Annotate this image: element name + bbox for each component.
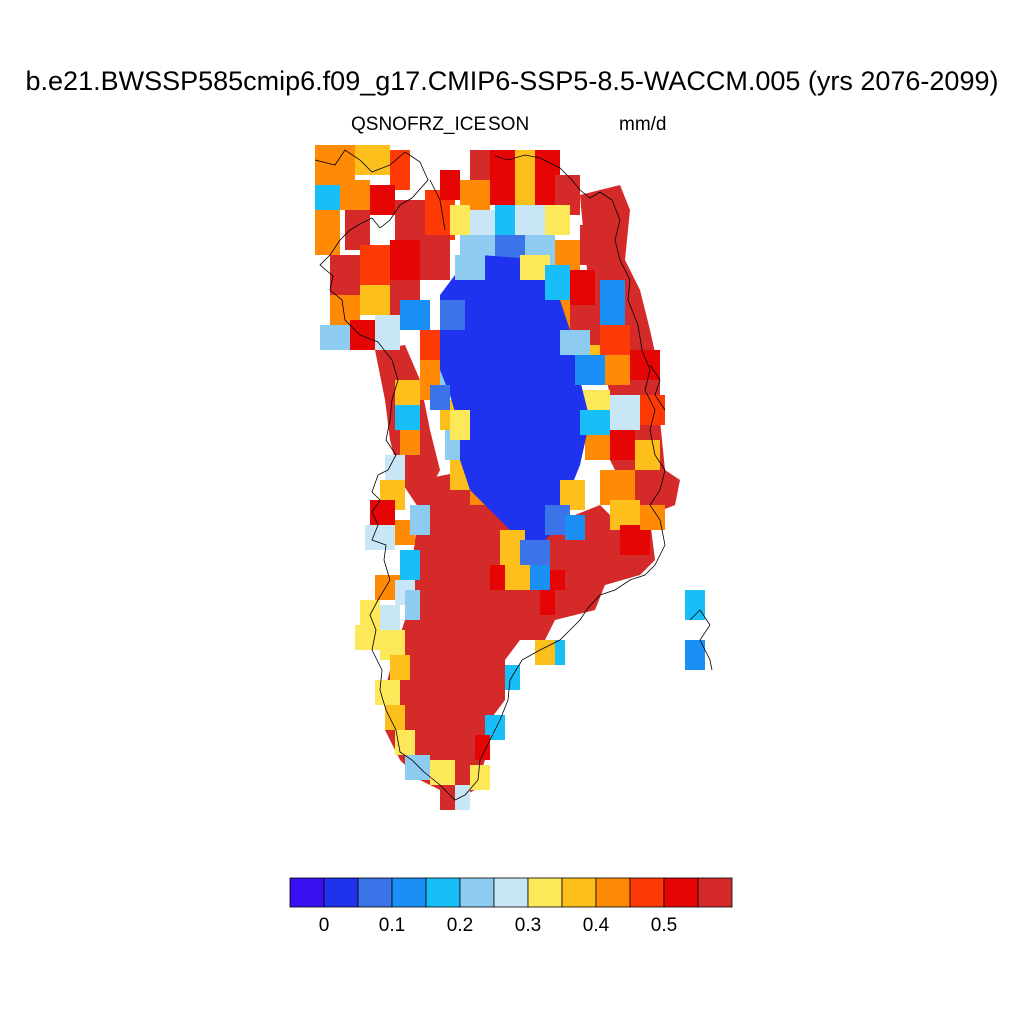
colorbar-tick-label: 0.1 <box>379 915 405 936</box>
colorbar-box <box>459 877 495 908</box>
colorbar-tick-label: 0.5 <box>651 915 677 936</box>
colorbar-box <box>391 877 427 908</box>
variable-label: QSNOFRZ_ICE <box>351 114 487 135</box>
colorbar-tick-label: 0 <box>319 915 330 936</box>
colorbar-box <box>357 877 393 908</box>
colorbar-ticks: 0 0.1 0.2 0.3 0.4 0.5 <box>319 915 678 936</box>
southwest-margin <box>355 505 565 810</box>
east-island <box>685 590 705 670</box>
colorbar-box <box>595 877 631 908</box>
colorbar-box <box>323 877 359 908</box>
colorbar-tick-label: 0.3 <box>515 915 541 936</box>
colorbar-boxes <box>289 877 733 908</box>
colorbar-box <box>629 877 665 908</box>
coastline <box>314 149 713 801</box>
interior-edge <box>430 255 610 590</box>
field-red-region <box>385 470 655 800</box>
plot-title: b.e21.BWSSP585cmip6.f09_g17.CMIP6-SSP5-8… <box>25 66 999 96</box>
colorbar-box <box>493 877 529 908</box>
map-field <box>315 145 705 810</box>
colorbar-box <box>527 877 563 908</box>
colorbar-box <box>561 877 597 908</box>
colorbar-box <box>663 877 699 908</box>
colorbar-tick-label: 0.2 <box>447 915 473 936</box>
field-blue-interior <box>440 255 590 540</box>
season-label: SON <box>488 114 530 135</box>
colorbar-box <box>289 877 325 908</box>
units-label: mm/d <box>619 114 667 135</box>
colorbar-tick-label: 0.4 <box>583 915 610 936</box>
colorbar-box <box>425 877 461 908</box>
colorbar-box <box>697 877 733 908</box>
